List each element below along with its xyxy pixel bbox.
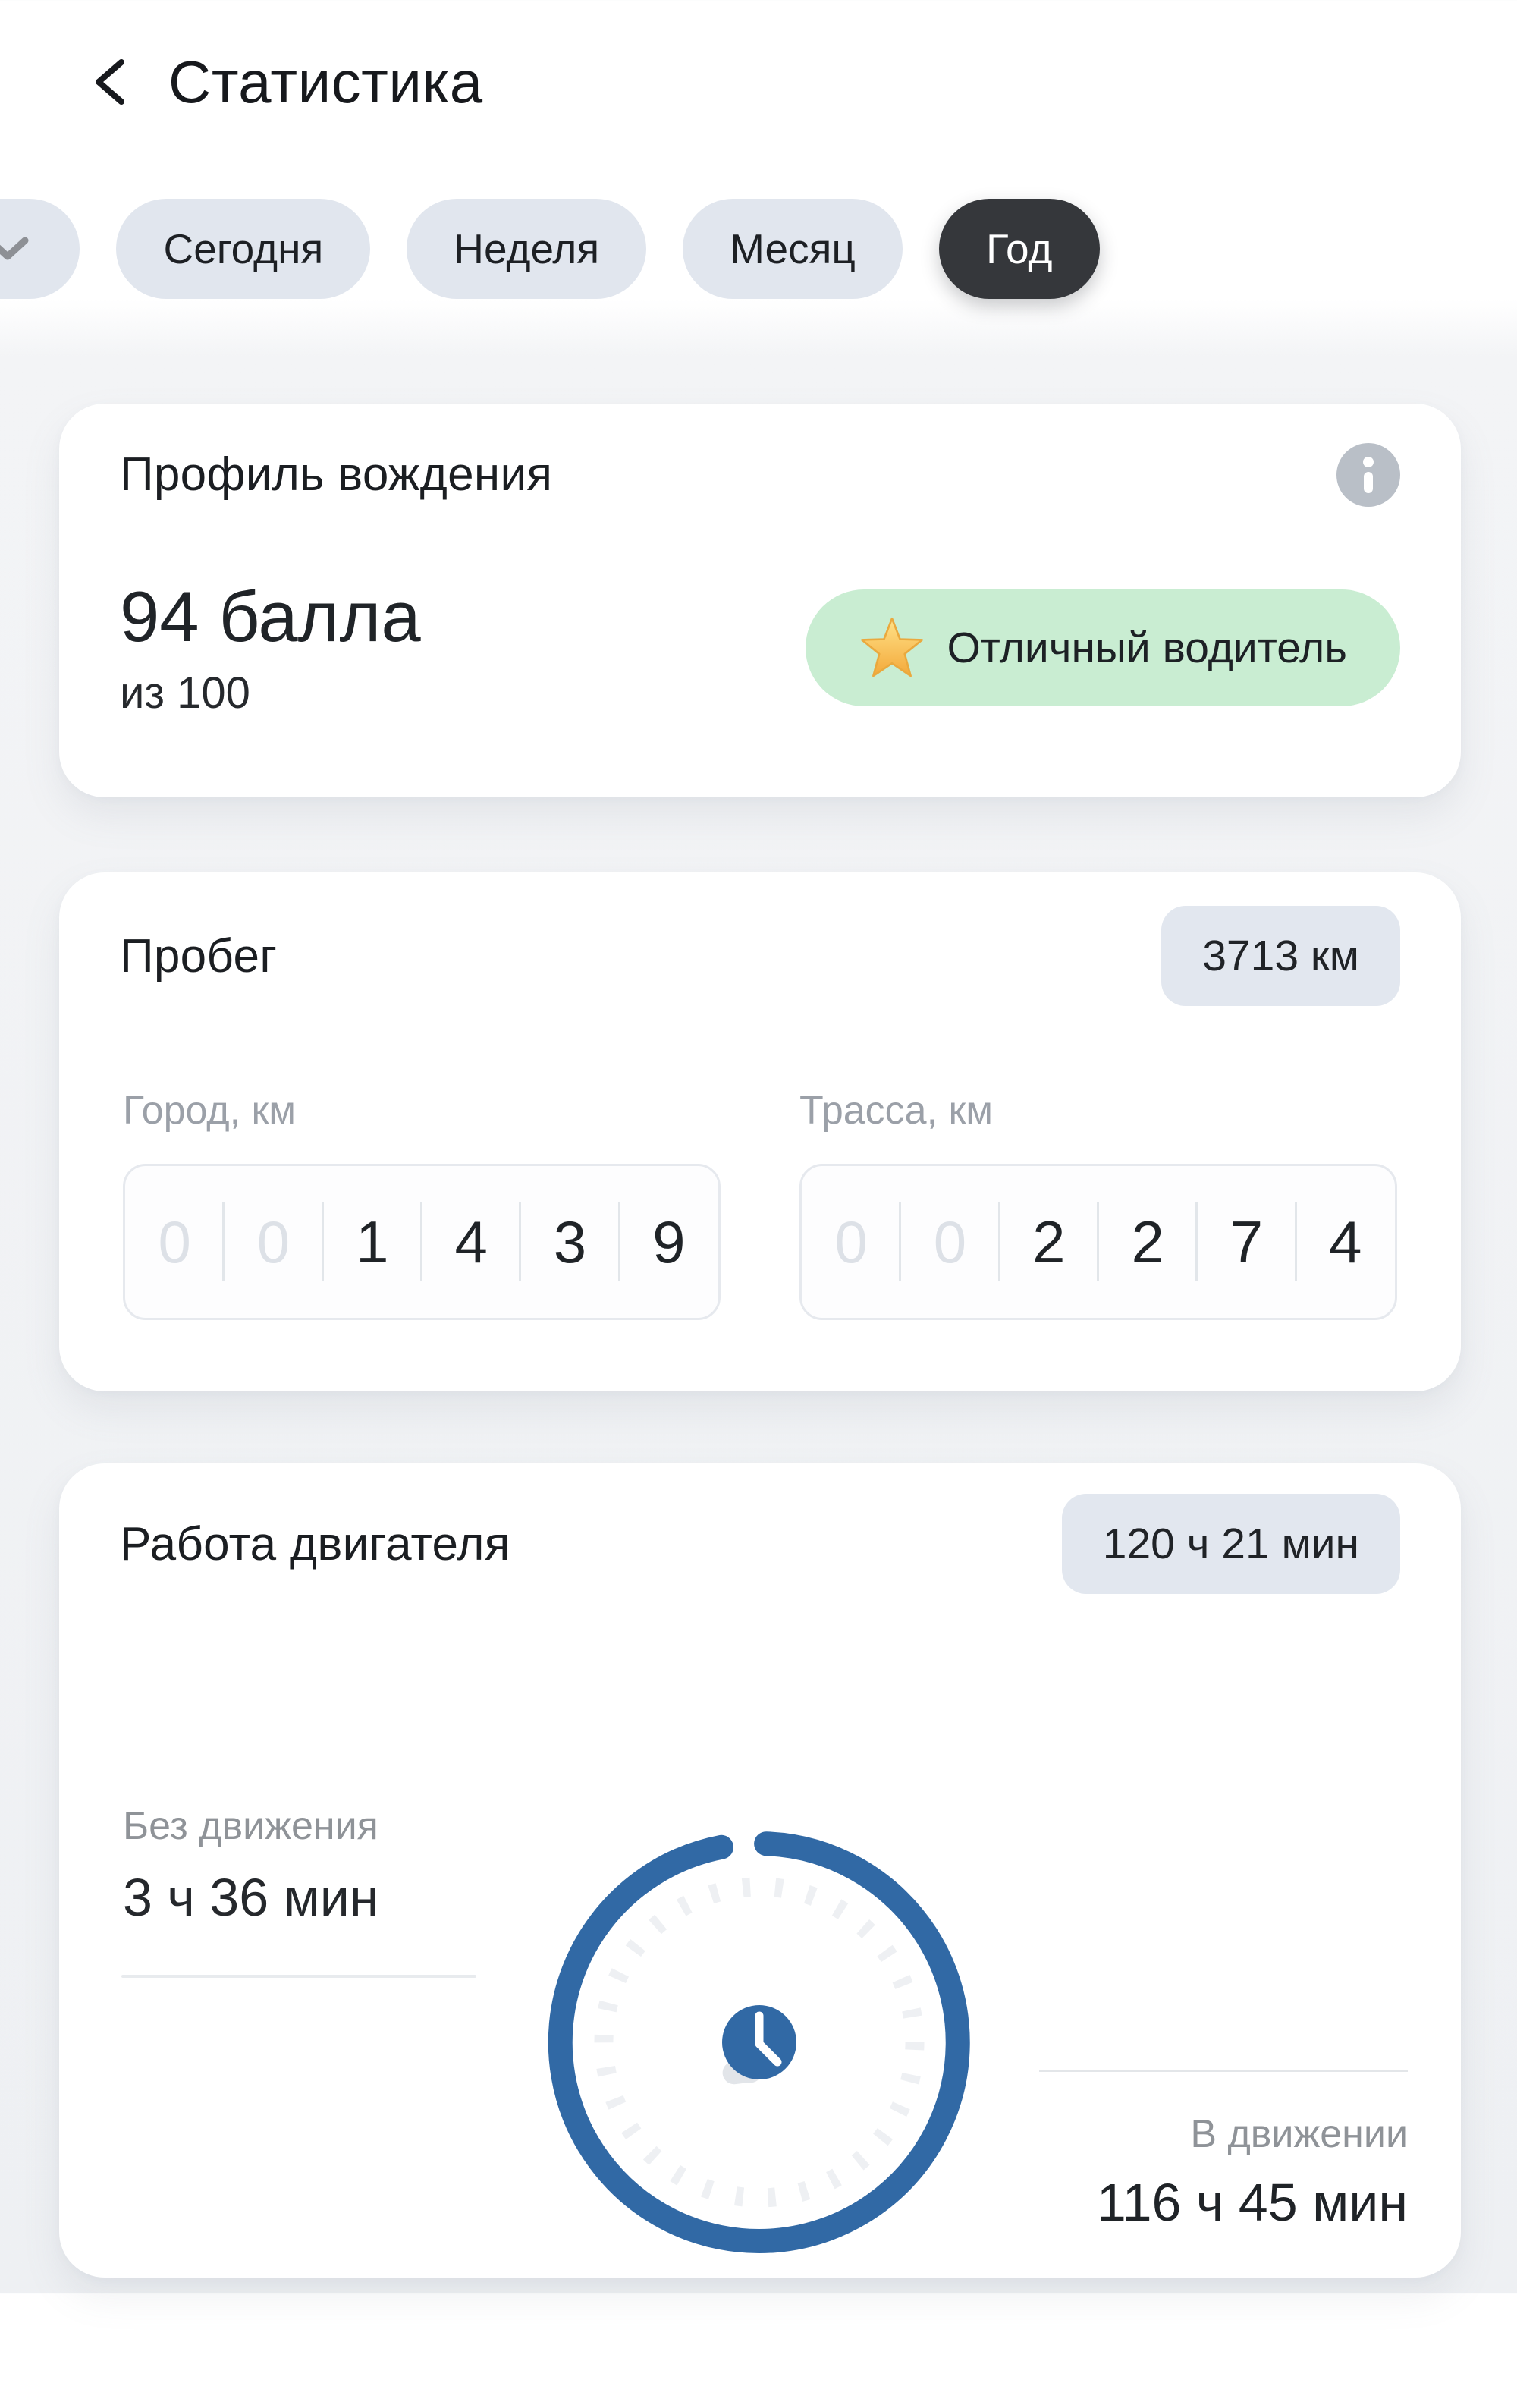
odometer-digit: 7	[1195, 1166, 1296, 1318]
chip-today-label: Сегодня	[163, 225, 324, 272]
odometer-digit: 0	[158, 1208, 191, 1275]
chip-week[interactable]: Неделя	[407, 199, 647, 299]
header: Статистика	[0, 29, 1517, 135]
page-title: Статистика	[168, 48, 483, 115]
highway-mileage-label: Трасса, км	[799, 1089, 993, 1133]
mileage-card: Пробег 3713 км Город, км Трасса, км 0 0 …	[59, 872, 1461, 1391]
driving-profile-card: Профиль вождения 94 балла из 100	[59, 404, 1461, 797]
gauge-moving-arc	[548, 1831, 970, 2253]
chevron-down-icon	[0, 237, 29, 260]
info-icon	[1336, 443, 1400, 507]
mileage-total-badge: 3713 км	[1161, 906, 1400, 1006]
info-button[interactable]	[1336, 443, 1400, 507]
score-block: 94 балла из 100	[120, 580, 421, 718]
chip-year-label: Год	[985, 225, 1053, 272]
odometer-digit: 0	[834, 1208, 868, 1275]
chevron-left-icon	[96, 59, 124, 105]
engine-total-badge: 120 ч 21 мин	[1061, 1494, 1400, 1594]
chip-period-dropdown[interactable]: од	[0, 199, 80, 299]
chip-today[interactable]: Сегодня	[116, 199, 371, 299]
period-filter-bar: од Сегодня Неделя Месяц Год	[0, 199, 1517, 299]
driving-profile-title: Профиль вождения	[120, 448, 553, 501]
gauge-ticks	[594, 1877, 925, 2208]
engine-title: Работа двигателя	[120, 1517, 510, 1570]
chip-month[interactable]: Месяц	[683, 199, 903, 299]
idle-divider	[121, 1975, 476, 1978]
moving-divider	[1039, 2070, 1408, 2072]
odometer-digit: 3	[519, 1166, 619, 1318]
city-mileage-label: Город, км	[123, 1089, 297, 1133]
driver-rating-badge: Отличный водитель	[806, 589, 1400, 706]
score-out-of: из 100	[120, 668, 250, 718]
engine-time-gauge	[532, 1815, 987, 2270]
mileage-title: Пробег	[120, 929, 278, 982]
driver-rating-label: Отличный водитель	[947, 623, 1347, 672]
chip-month-label: Месяц	[730, 225, 856, 272]
odometer-digit: 4	[419, 1166, 520, 1318]
odometer-digit: 4	[1294, 1166, 1395, 1318]
odometer-digit: 1	[321, 1166, 422, 1318]
odometer-digit: 9	[617, 1166, 718, 1318]
odometer-digit: 2	[1096, 1166, 1197, 1318]
star-icon	[861, 617, 924, 677]
score-value: 94 балла	[120, 577, 421, 656]
city-odometer: 0 0 1 4 3 9	[123, 1164, 721, 1320]
odometer-digit: 2	[997, 1166, 1098, 1318]
moving-value: 116 ч 45 мин	[1096, 2173, 1408, 2232]
idle-label: Без движения	[123, 1804, 378, 1848]
engine-card: Работа двигателя 120 ч 21 мин Без движен…	[59, 1463, 1461, 2278]
moving-label: В движении	[1190, 2112, 1408, 2156]
odometer-digit: 0	[222, 1166, 322, 1318]
chip-year[interactable]: Год	[938, 199, 1100, 299]
idle-value: 3 ч 36 мин	[123, 1868, 379, 1927]
highway-odometer: 0 0 2 2 7 4	[799, 1164, 1397, 1320]
chip-week-label: Неделя	[454, 225, 600, 272]
back-button[interactable]	[85, 55, 133, 109]
odometer-digit: 0	[899, 1166, 999, 1318]
